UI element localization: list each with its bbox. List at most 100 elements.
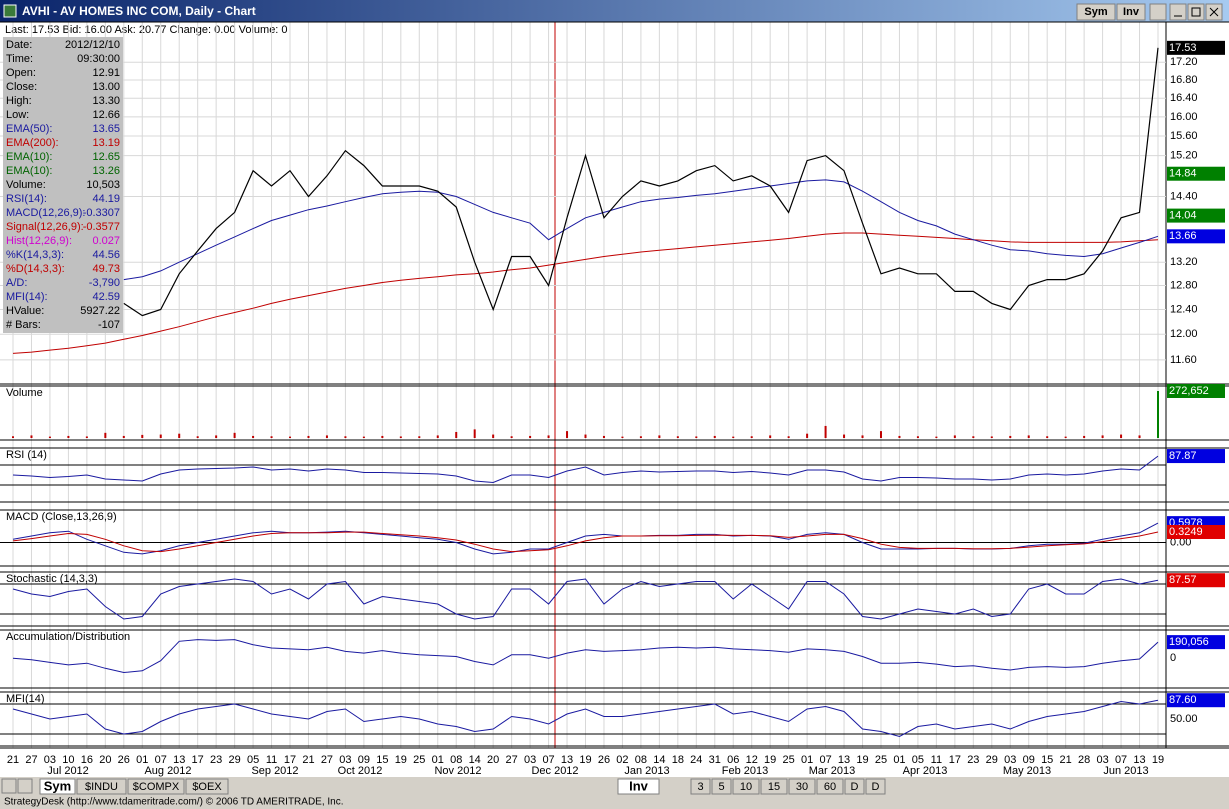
minimize-button[interactable]	[1169, 3, 1187, 21]
day-label: 03	[1096, 754, 1108, 766]
volume-bar	[270, 436, 273, 438]
day-label: 19	[764, 754, 776, 766]
inv-button[interactable]	[1116, 3, 1146, 21]
interval-tab-label[interactable]: D	[851, 781, 859, 793]
sym-button-label[interactable]: Sym	[1084, 6, 1107, 18]
info-label: EMA(200):	[6, 137, 59, 149]
day-label: 13	[173, 754, 185, 766]
day-label: 24	[690, 754, 702, 766]
price-tick-label: 12.80	[1170, 279, 1198, 291]
value-tag	[1167, 635, 1225, 650]
interval-tab[interactable]	[760, 778, 788, 795]
interval-tab-label[interactable]: 30	[796, 781, 808, 793]
info-value: 2012/12/10	[65, 39, 120, 51]
info-value: 49.73	[92, 263, 120, 275]
title-bar	[0, 0, 1229, 22]
maximize-button[interactable]	[1187, 3, 1205, 21]
info-value: 12.66	[92, 109, 120, 121]
volume-bar	[85, 436, 88, 438]
interval-tab[interactable]	[690, 778, 711, 795]
status-bar: StrategyDesk (http://www.tdameritrade.co…	[4, 797, 344, 808]
day-label: 19	[1152, 754, 1164, 766]
indicator-tick-label: 50.00	[1170, 713, 1198, 725]
day-label: 25	[413, 754, 425, 766]
interval-tab[interactable]	[816, 778, 844, 795]
day-label: 01	[432, 754, 444, 766]
interval-tab-label[interactable]: Inv	[629, 778, 649, 793]
symbol-tab-label[interactable]: $INDU	[85, 781, 118, 793]
volume-bar	[67, 435, 70, 438]
info-label: High:	[6, 95, 32, 107]
symbol-tab-label[interactable]: Sym	[44, 778, 71, 793]
quote-bar: Last: 17.53 Bid: 16.00 Ask: 20.77 Change…	[5, 24, 288, 36]
interval-tab[interactable]	[865, 778, 886, 795]
symbol-tab[interactable]	[127, 778, 185, 795]
symbol-tab-label[interactable]: $OEX	[192, 781, 222, 793]
symbol-tab[interactable]	[39, 778, 76, 795]
info-label: HValue:	[6, 305, 44, 317]
interval-tab-label[interactable]: D	[872, 781, 880, 793]
info-label: RSI(14):	[6, 193, 47, 205]
volume-bar	[566, 431, 569, 438]
symbol-tab[interactable]	[76, 778, 127, 795]
value-tag-label: 14.84	[1169, 168, 1197, 180]
price-tick-label: 15.20	[1170, 150, 1198, 162]
interval-tab-label[interactable]: 5	[718, 781, 724, 793]
month-label: Sep 2012	[251, 765, 298, 777]
month-label: Dec 2012	[531, 765, 578, 777]
day-label: 07	[155, 754, 167, 766]
day-label: 12	[746, 754, 758, 766]
panel-label: RSI (14)	[6, 449, 47, 461]
volume-bar	[843, 434, 846, 438]
info-value: 13.30	[92, 95, 120, 107]
interval-tab[interactable]	[617, 778, 660, 795]
volume-bar	[455, 431, 458, 438]
app-icon	[3, 4, 17, 18]
volume-bar	[547, 435, 550, 438]
volume-bar	[1138, 435, 1141, 438]
interval-tab[interactable]	[788, 778, 816, 795]
info-label: Hist(12,26,9):	[6, 235, 72, 247]
interval-tab-label[interactable]: 60	[824, 781, 836, 793]
day-label: 23	[210, 754, 222, 766]
value-tag	[1167, 449, 1225, 464]
info-label: Time:	[6, 53, 33, 65]
day-label: 25	[875, 754, 887, 766]
value-tag-label: 13.66	[1169, 230, 1197, 242]
info-value: -0.3577	[83, 221, 120, 233]
interval-tab[interactable]	[844, 778, 865, 795]
day-label: 25	[783, 754, 795, 766]
interval-tab-label[interactable]: 3	[697, 781, 703, 793]
interval-tab-label[interactable]: 15	[768, 781, 780, 793]
day-label: 27	[321, 754, 333, 766]
info-value: 0.027	[92, 235, 120, 247]
sym-button[interactable]	[1076, 3, 1116, 21]
day-label: 28	[1078, 754, 1090, 766]
volume-bar	[1046, 436, 1049, 438]
inv-button-label[interactable]: Inv	[1123, 6, 1140, 18]
window-button-glyphs	[1174, 7, 1219, 17]
nav-button[interactable]	[17, 778, 33, 794]
value-tag-label: 87.87	[1169, 450, 1197, 462]
value-tag-label: 87.57	[1169, 574, 1197, 586]
panel-label: Volume	[6, 387, 43, 399]
day-label: 07	[819, 754, 831, 766]
detach-button[interactable]	[1149, 3, 1167, 21]
interval-tab-label[interactable]: 10	[740, 781, 752, 793]
month-label: Mar 2013	[809, 765, 855, 777]
symbol-tab[interactable]	[185, 778, 229, 795]
series-line	[12, 455, 1159, 484]
volume-bar	[289, 436, 292, 438]
day-label: 17	[949, 754, 961, 766]
nav-button[interactable]	[1, 778, 17, 794]
volume-bar	[1027, 435, 1030, 438]
info-value: 44.19	[92, 193, 120, 205]
volume-bar	[325, 435, 328, 438]
symbol-tab-label[interactable]: $COMPX	[133, 781, 180, 793]
interval-tab[interactable]	[711, 778, 732, 795]
interval-tab[interactable]	[732, 778, 760, 795]
volume-bar	[492, 434, 495, 438]
volume-bar	[658, 435, 661, 438]
price-tick-label: 16.00	[1170, 111, 1198, 123]
